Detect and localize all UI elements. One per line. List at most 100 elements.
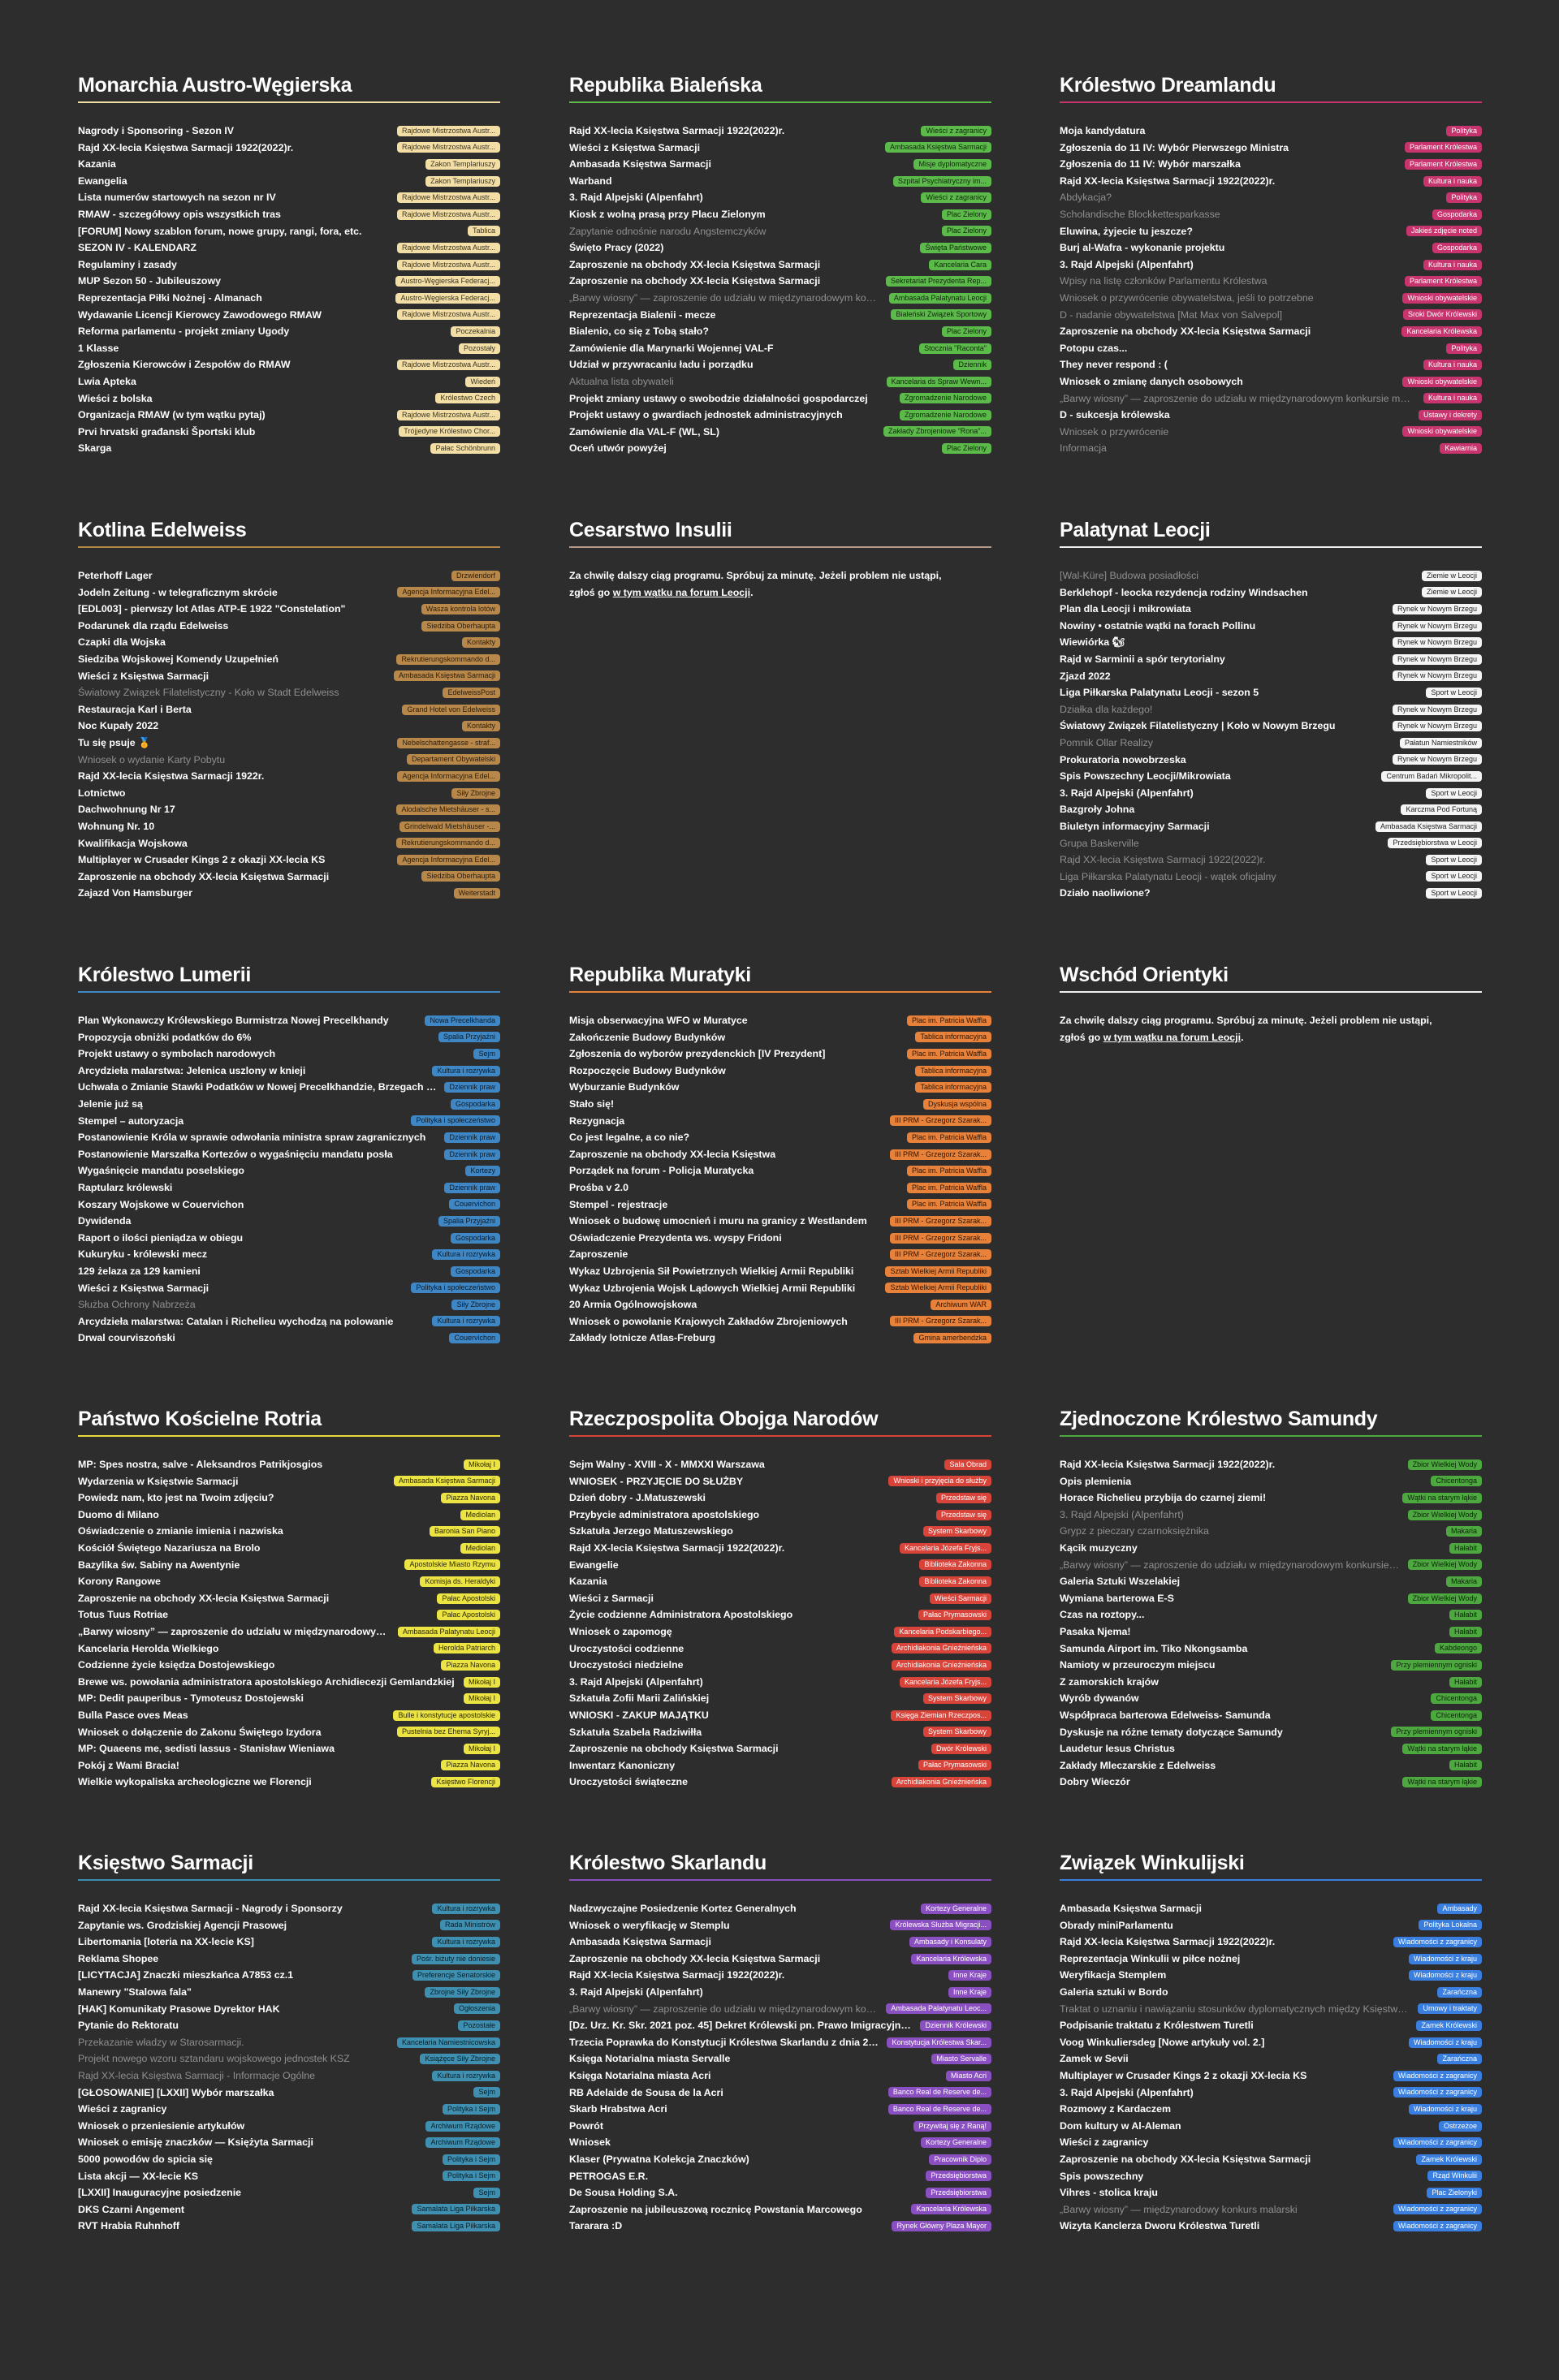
forum-badge[interactable]: Zarańczna [1437, 1986, 1482, 1998]
thread-title[interactable]: „Barwy wiosny” — zaproszenie do udziału … [78, 1625, 398, 1637]
thread-row[interactable]: Rozpoczęcie Budowy Budynków Tablica infor… [569, 1063, 991, 1080]
forum-badge[interactable]: Sport w Leocji [1426, 871, 1482, 882]
thread-title[interactable]: Ewangelie [569, 1559, 619, 1571]
forum-badge[interactable]: Chicentonga [1431, 1693, 1482, 1705]
forum-badge[interactable]: Archidiakonia Gnieźnieńska [891, 1659, 991, 1671]
thread-row[interactable]: Kazania Zakon Templariuszy [78, 156, 500, 173]
thread-title[interactable]: 3. Rajd Alpejski (Alpenfahrt) [1060, 1508, 1184, 1520]
thread-row[interactable]: Opis plemienia Chicentonga [1060, 1473, 1482, 1490]
thread-title[interactable]: Arcydzieła malarstwa: Catalan i Richelie… [78, 1315, 394, 1327]
thread-row[interactable]: [Wal-Küre] Budowa posiadłości Ziemie w Le… [1060, 567, 1482, 584]
thread-title[interactable]: Rajd XX-lecia Księstwa Sarmacji 1922(202… [569, 1969, 785, 1981]
thread-row[interactable]: RMAW - szczegółowy opis wszystkich tras R… [78, 206, 500, 223]
forum-badge[interactable]: Kancelaria Królewska [911, 1953, 991, 1964]
thread-row[interactable]: Nadzwyczajne Posiedzenie Kortez Generaln… [569, 1900, 991, 1917]
forum-badge[interactable]: Przedstaw się [935, 1509, 991, 1520]
thread-row[interactable]: Księga Notarialna miasta Acri Miasto Acri [569, 2067, 991, 2085]
thread-title[interactable]: Zgłoszenia do wyborów prezydenckich [IV … [569, 1048, 826, 1060]
thread-title[interactable]: Lwia Apteka [78, 375, 136, 387]
forum-badge[interactable]: Zakon Templariuszy [425, 175, 500, 187]
thread-title[interactable]: Pokój z Wami Bracia! [78, 1759, 179, 1771]
forum-badge[interactable]: Wieści Sarmacji [929, 1593, 991, 1604]
thread-title[interactable]: [HAK] Komunikaty Prasowe Dyrektor HAK [78, 2003, 280, 2015]
forum-badge[interactable]: Dziennik praw [444, 1149, 500, 1160]
thread-row[interactable]: Dobry Wieczór Wątki na starym łąkie [1060, 1774, 1482, 1791]
forum-badge[interactable]: Pałac Apostolski [437, 1593, 500, 1604]
forum-badge[interactable]: Bialeński Związek Sportowy [891, 309, 991, 321]
thread-row[interactable]: [GŁOSOWANIE] [LXXII] Wybór marszałka Sejm [78, 2085, 500, 2102]
forum-badge[interactable]: Rynek w Nowym Brzegu [1392, 704, 1482, 715]
thread-title[interactable]: Moja kandydatura [1060, 125, 1146, 136]
forum-badge[interactable]: Rajdowe Mistrzostwa Austr... [396, 259, 500, 270]
thread-row[interactable]: Co jest legalne, a co nie? Plac im. Patri… [569, 1129, 991, 1146]
forum-badge[interactable]: Wiadomości z zagranicy [1393, 1936, 1482, 1947]
forum-badge[interactable]: Wasza kontrola lotów [421, 603, 500, 614]
thread-row[interactable]: MUP Sezon 50 - Jubileuszowy Austro-Węgier… [78, 273, 500, 290]
forum-badge[interactable]: Agencja Informacyjna Edel... [397, 854, 500, 865]
forum-badge[interactable]: Sejm [473, 2087, 500, 2098]
thread-row[interactable]: [LXXII] Inauguracyjne posiedzenie Sejm [78, 2184, 500, 2201]
thread-title[interactable]: Wizyta Kanclerza Dworu Królestwa Turetli [1060, 2220, 1260, 2232]
forum-badge[interactable]: Księstwo Florencji [431, 1777, 500, 1788]
thread-row[interactable]: Z zamorskich krajów Hałabit [1060, 1674, 1482, 1691]
thread-row[interactable]: Projekt ustawy o gwardiach jednostek adm… [569, 407, 991, 424]
thread-row[interactable]: Służba Ochrony Nabrzeża Siły Zbrojne [78, 1296, 500, 1313]
thread-row[interactable]: Uchwała o Zmianie Stawki Podatków w Nowe… [78, 1079, 500, 1096]
thread-title[interactable]: Szkatuła Zofii Marii Zalińskiej [569, 1692, 710, 1705]
thread-title[interactable]: Aktualna lista obywateli [569, 375, 674, 387]
thread-row[interactable]: Weryfikacja Stemplem Wiadomości z kraju [1060, 1967, 1482, 1984]
thread-row[interactable]: Plan Wykonawczy Królewskiego Burmistrza … [78, 1012, 500, 1029]
forum-badge[interactable]: Pałac Prymasowski [918, 1760, 991, 1771]
thread-row[interactable]: Wydawanie Licencji Kierowcy Zawodowego R… [78, 307, 500, 324]
thread-row[interactable]: MP: Spes nostra, salve - Aleksandros Pat… [78, 1456, 500, 1473]
forum-badge[interactable]: Samalata Liga Piłkarska [412, 2204, 500, 2215]
thread-title[interactable]: „Barwy wiosny” — zaproszenie do udziału … [1060, 1559, 1408, 1571]
forum-badge[interactable]: Rynek w Nowym Brzegu [1392, 603, 1482, 614]
thread-row[interactable]: Wieści z Sarmacji Wieści Sarmacji [569, 1590, 991, 1607]
thread-title[interactable]: Arcydzieła malarstwa: Jelenica uszlony w… [78, 1064, 306, 1076]
thread-title[interactable]: Lotnictwo [78, 787, 126, 799]
thread-row[interactable]: Sejm Walny - XVIII - X - MMXXI Warszawa S… [569, 1456, 991, 1473]
forum-badge[interactable]: Kultura i nauka [1423, 259, 1482, 270]
thread-row[interactable]: Zakończenie Budowy Budynków Tablica infor… [569, 1029, 991, 1046]
thread-title[interactable]: Wniosek [569, 2136, 611, 2149]
thread-row[interactable]: Jelenie już są Gospodarka [78, 1096, 500, 1113]
thread-title[interactable]: MP: Quaeens me, sedisti lassus - Stanisł… [78, 1743, 335, 1755]
forum-badge[interactable]: Agencja Informacyjna Edel... [397, 587, 500, 598]
thread-title[interactable]: Oświadczenie Prezydenta ws. wyspy Fridon… [569, 1231, 782, 1244]
forum-badge[interactable]: Siedziba Oberhaupta [421, 620, 500, 632]
thread-title[interactable]: Stało się! [569, 1097, 615, 1110]
thread-title[interactable]: Kancelaria Herolda Wielkiego [78, 1642, 219, 1654]
forum-badge[interactable]: EdelweissPost [443, 687, 500, 698]
forum-badge[interactable]: Ziemie w Leocji [1421, 570, 1482, 581]
thread-row[interactable]: RB Adelaide de Sousa de la Acri Banco Rea… [569, 2085, 991, 2102]
forum-badge[interactable]: Wiadomości z kraju [1408, 1970, 1482, 1981]
forum-badge[interactable]: Zgromadzenie Narodowe [899, 393, 991, 404]
thread-title[interactable]: Tararara :D [569, 2220, 623, 2232]
thread-title[interactable]: Scholandische Blockkettesparkasse [1060, 208, 1220, 220]
thread-title[interactable]: Laudetur Iesus Christus [1060, 1743, 1175, 1755]
forum-badge[interactable]: Ambasady [1437, 1903, 1482, 1914]
thread-title[interactable]: Obrady miniParlamentu [1060, 1919, 1173, 1931]
thread-title[interactable]: Libertomania [loteria na XX-lecie KS] [78, 1936, 254, 1948]
thread-row[interactable]: Scholandische Blockkettesparkasse Gospoda… [1060, 206, 1482, 223]
thread-title[interactable]: Postanowienie Króla w sprawie odwołania … [78, 1132, 426, 1144]
forum-badge[interactable]: Plac Zielony [941, 226, 991, 237]
thread-row[interactable]: Postanowienie Marszałka Kortezów o wygaś… [78, 1146, 500, 1163]
thread-title[interactable]: WNIOSEK - PRZYJĘCIE DO SŁUŻBY [569, 1475, 744, 1487]
thread-row[interactable]: Przekazanie władzy w Starosarmacji. Kance… [78, 2034, 500, 2051]
thread-title[interactable]: Wniosek o budowę umocnień i muru na gran… [569, 1215, 867, 1227]
thread-row[interactable]: Kącik muzyczny Hałabit [1060, 1540, 1482, 1557]
thread-row[interactable]: Kiosk z wolną prasą przy Placu Zielonym P… [569, 206, 991, 223]
forum-badge[interactable]: Hałabit [1449, 1760, 1482, 1771]
thread-row[interactable]: Organizacja RMAW (w tym wątku pytaj) Rajd… [78, 407, 500, 424]
thread-row[interactable]: Ewangelia Zakon Templariuszy [78, 173, 500, 190]
forum-badge[interactable]: Zamek Królewski [1416, 2154, 1482, 2165]
thread-title[interactable]: Współpraca barterowa Edelweiss- Samunda [1060, 1709, 1271, 1721]
forum-badge[interactable]: Inne Kraje [948, 1970, 991, 1981]
thread-title[interactable]: Rajd XX-lecia Księstwa Sarmacji 1922(202… [1060, 1936, 1276, 1948]
thread-row[interactable]: Laudetur Iesus Christus Wątki na starym ł… [1060, 1740, 1482, 1757]
thread-row[interactable]: Traktat o uznaniu i nawiązaniu stosunków… [1060, 2001, 1482, 2018]
forum-badge[interactable]: Alodalsche Mietshäuser - s... [396, 804, 500, 816]
thread-title[interactable]: Drwal courviszoński [78, 1332, 175, 1344]
